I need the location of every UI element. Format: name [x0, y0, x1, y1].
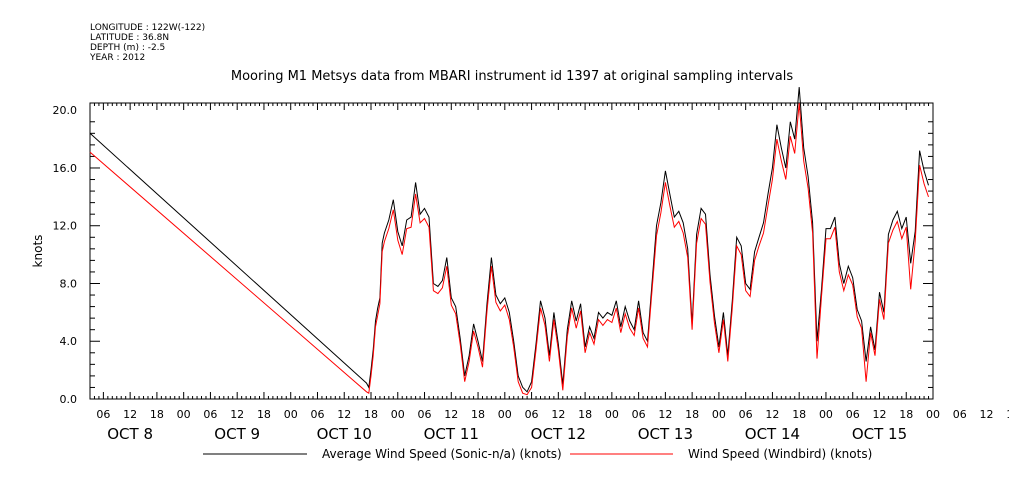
x-tick-label: 12: [444, 408, 458, 421]
legend: Average Wind Speed (Sonic-n/a) (knots) W…: [203, 447, 872, 461]
x-day-label: OCT 8: [107, 425, 153, 443]
x-day-label: OCT 14: [745, 425, 800, 443]
x-tick-label: 00: [177, 408, 191, 421]
series-group: [89, 87, 929, 396]
x-tick-label: 18: [685, 408, 699, 421]
x-tick-label: 12: [551, 408, 565, 421]
x-day-label: OCT 9: [214, 425, 260, 443]
x-tick-label: 00: [712, 408, 726, 421]
x-tick-label: 00: [284, 408, 298, 421]
x-tick-label: 18: [792, 408, 806, 421]
x-tick-label: 06: [846, 408, 860, 421]
x-tick-label: 06: [203, 408, 217, 421]
x-tick-label: 06: [953, 408, 967, 421]
axes-group: 06 12 18 00 06 12 18 00 06 12 18 00 06 12 18 00 06 12 18 00…: [53, 103, 1009, 443]
x-tick-label: 18: [471, 408, 485, 421]
x-tick-label: 12: [658, 408, 672, 421]
x-tick-label: 06: [310, 408, 324, 421]
x-tick-label: 06: [96, 408, 110, 421]
x-tick-label: 06: [418, 408, 432, 421]
y-tick-label: 16.0: [53, 162, 78, 175]
x-tick-label: 12: [337, 408, 351, 421]
plot-frame: [89, 102, 934, 400]
y-tick-label: 0.0: [60, 393, 78, 406]
x-tick-label: 12: [123, 408, 137, 421]
y-tick-label: 8.0: [60, 277, 78, 290]
x-tick-label: 00: [605, 408, 619, 421]
x-tick-label: 18: [257, 408, 271, 421]
x-day-label: OCT 13: [638, 425, 693, 443]
x-tick-label: 18: [1006, 408, 1009, 421]
x-tick-label: 06: [739, 408, 753, 421]
x-tick-label: 18: [364, 408, 378, 421]
x-tick-label: 12: [765, 408, 779, 421]
x-day-label: OCT 12: [531, 425, 586, 443]
x-tick-label: 00: [819, 408, 833, 421]
x-day-label: OCT 10: [317, 425, 372, 443]
legend-label-sonic: Average Wind Speed (Sonic-n/a) (knots): [322, 447, 562, 461]
x-day-label: OCT 15: [852, 425, 907, 443]
x-day-label: OCT 11: [424, 425, 479, 443]
x-tick-label: 12: [872, 408, 886, 421]
year-label: YEAR : 2012: [89, 53, 145, 63]
x-tick-label: 06: [525, 408, 539, 421]
series-line-windbird: [89, 102, 929, 396]
depth-label: DEPTH (m) : -2.5: [90, 43, 165, 53]
y-tick-label: 4.0: [60, 335, 78, 348]
x-tick-label: 12: [980, 408, 994, 421]
y-tick-label: 12.0: [53, 220, 78, 233]
y-axis-label: knots: [31, 235, 45, 268]
x-tick-label: 18: [899, 408, 913, 421]
y-tick-label: 20.0: [53, 104, 78, 117]
x-tick-label: 00: [498, 408, 512, 421]
x-tick-label: 06: [632, 408, 646, 421]
x-tick-label: 00: [391, 408, 405, 421]
longitude-label: LONGITUDE : 122W(-122): [90, 23, 205, 33]
x-tick-label: 00: [926, 408, 940, 421]
legend-label-windbird: Wind Speed (Windbird) (knots): [688, 447, 872, 461]
series-line-sonic: [89, 87, 929, 393]
x-tick-label: 12: [230, 408, 244, 421]
chart-title: Mooring M1 Metsys data from MBARI instru…: [231, 69, 793, 84]
latitude-label: LATITUDE : 36.8N: [90, 33, 169, 43]
x-tick-label: 18: [578, 408, 592, 421]
x-tick-label: 18: [150, 408, 164, 421]
